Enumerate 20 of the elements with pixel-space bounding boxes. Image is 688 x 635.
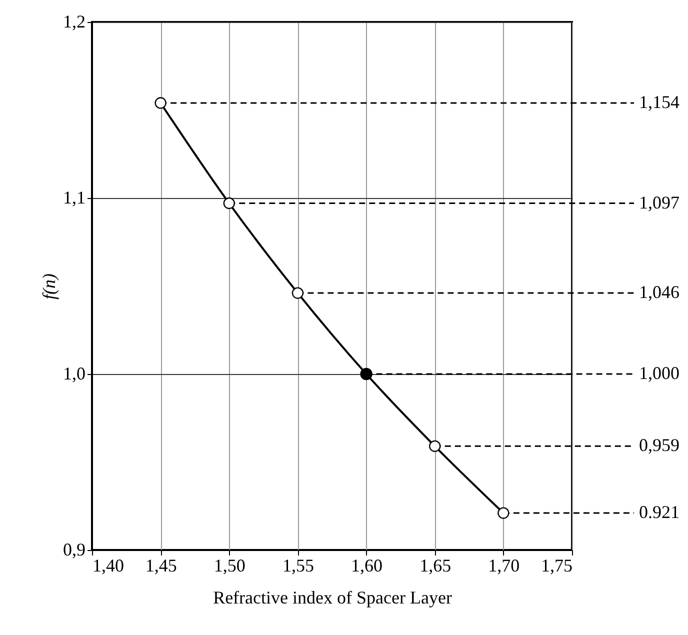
- x-axis-title: Refractive index of Spacer Layer: [213, 588, 452, 608]
- x-tick-label: 1,75: [541, 556, 572, 576]
- x-tick-label: 1,65: [420, 556, 452, 576]
- y-tick-label: 1,2: [63, 12, 86, 32]
- data-label: 0.921: [639, 502, 680, 522]
- y-tick-label: 1,0: [63, 364, 86, 384]
- data-label: 0,959: [639, 435, 680, 456]
- y-tick-label: 1,1: [63, 188, 86, 208]
- x-tick-label: 1,60: [351, 556, 383, 576]
- x-tick-label: 1,45: [145, 556, 177, 576]
- data-label: 1,097: [639, 192, 680, 212]
- x-tick-label: 1,50: [214, 556, 246, 576]
- y-tick-label: 0,9: [63, 540, 86, 560]
- data-label: 1,046: [639, 282, 680, 302]
- y-axis-title: f(n): [39, 274, 59, 300]
- x-tick-label: 1,40: [92, 556, 124, 576]
- data-label: 1,000: [639, 363, 680, 383]
- x-tick-label: 1,55: [282, 556, 314, 576]
- x-tick-label: 1,70: [488, 556, 520, 576]
- data-label: 1,154: [639, 92, 680, 112]
